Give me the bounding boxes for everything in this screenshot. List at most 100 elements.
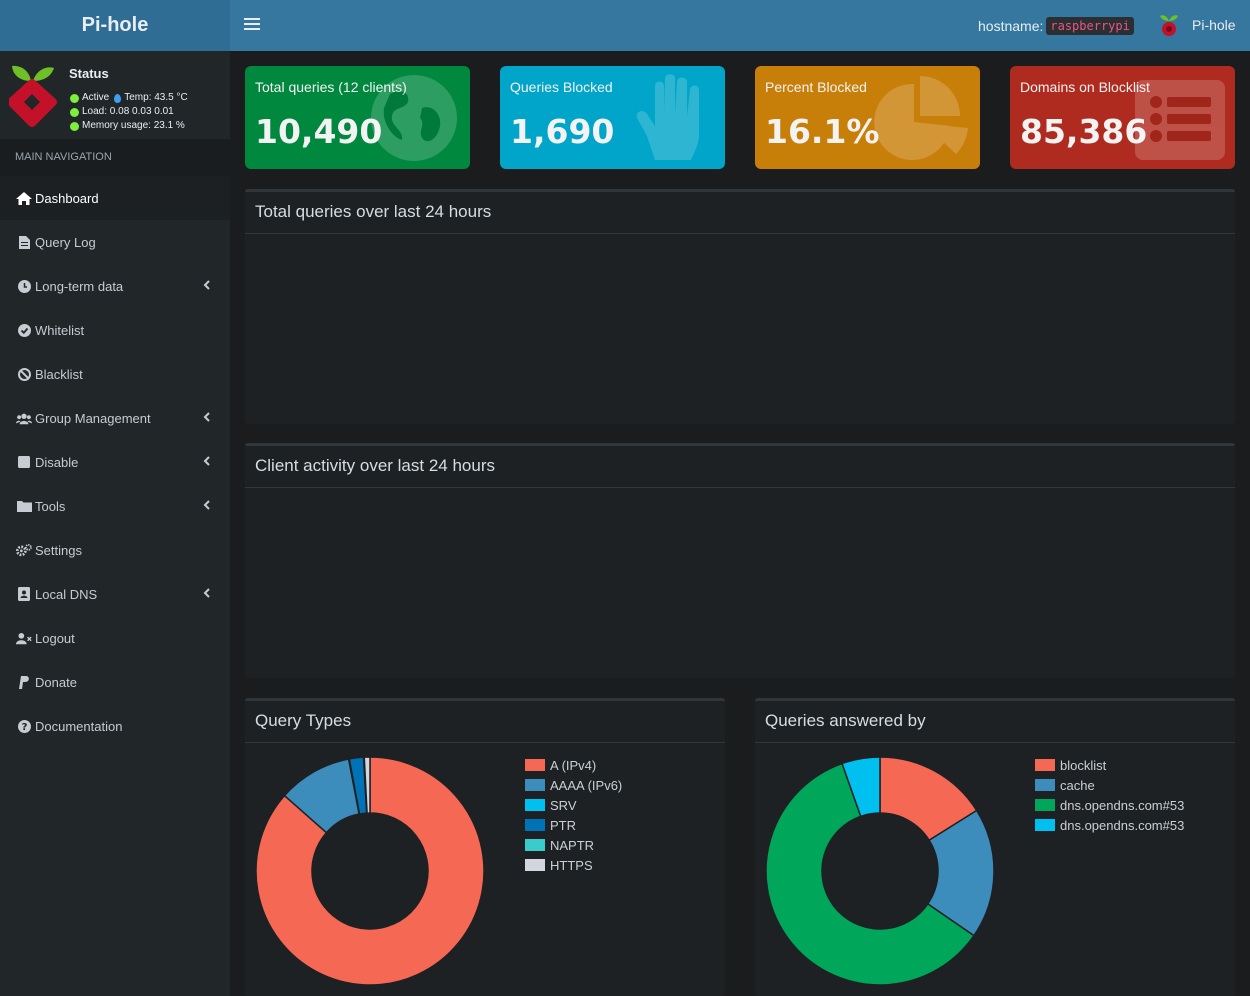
chevron-left-icon[interactable]: [203, 412, 210, 422]
chevron-left-icon[interactable]: [203, 456, 210, 466]
app-logo[interactable]: Pi-hole: [0, 0, 230, 51]
box-value: 1,690: [510, 112, 615, 151]
status-active: Active: [82, 92, 110, 103]
sidebar-item-label: Dashboard: [35, 190, 99, 206]
legend-label: dns.opendns.com#53: [1060, 817, 1185, 833]
total-queries-box[interactable]: Total queries (12 clients) 10,490: [245, 66, 470, 169]
legend-item[interactable]: SRV: [525, 795, 622, 815]
legend-label: PTR: [550, 817, 576, 833]
load-status-icon: [70, 107, 79, 117]
status-details: Active Temp: 43.5 °C Load: 0.08 0.03 0.01…: [70, 91, 188, 133]
panel-title: Total queries over last 24 hours: [245, 192, 1235, 234]
sidebar-item-label: Local DNS: [35, 586, 98, 602]
pie-slice-4[interactable]: [841, 756, 881, 818]
raspberry-icon: [1160, 15, 1178, 36]
sidebar-item-documentation[interactable]: ? Documentation: [0, 704, 230, 748]
legend-swatch: [525, 799, 545, 811]
chevron-left-icon[interactable]: [203, 280, 210, 290]
sidebar-item-donate[interactable]: Donate: [0, 660, 230, 704]
pie-slice-1[interactable]: [255, 756, 485, 986]
sidebar-item-query-log[interactable]: Query Log: [0, 220, 230, 264]
legend-item[interactable]: NAPTR: [525, 835, 622, 855]
sidebar-item-settings[interactable]: Settings: [0, 528, 230, 572]
legend-label: SRV: [550, 797, 577, 813]
temperature-icon: [114, 93, 122, 103]
sidebar-item-tools[interactable]: Tools: [0, 484, 230, 528]
percent-blocked-box[interactable]: Percent Blocked 16.1%: [755, 66, 980, 169]
legend-item[interactable]: dns.opendns.com#53: [1035, 795, 1184, 815]
legend-label: blocklist: [1060, 757, 1107, 773]
sidebar-item-local-dns[interactable]: Local DNS: [0, 572, 230, 616]
pie-chart-icon: [874, 76, 968, 160]
legend-item[interactable]: blocklist: [1035, 755, 1184, 775]
sidebar-toggle-icon[interactable]: [244, 15, 260, 35]
hostname-label: hostname:: [978, 18, 1044, 34]
sidebar-item-logout[interactable]: Logout: [0, 616, 230, 660]
query-types-chart: [255, 756, 485, 986]
legend-item[interactable]: HTTPS: [525, 855, 622, 875]
pie-slice-6[interactable]: [363, 756, 371, 814]
legend-item[interactable]: cache: [1035, 775, 1184, 795]
file-icon: [16, 235, 32, 249]
legend-item[interactable]: dns.opendns.com#53: [1035, 815, 1184, 835]
sidebar-item-blacklist[interactable]: Blacklist: [0, 352, 230, 396]
user-menu[interactable]: Pi-hole: [1158, 12, 1236, 38]
query-types-legend: A (IPv4) AAAA (IPv6) SRV PTR NAPTR HTTPS: [525, 755, 622, 875]
sidebar-item-label: Disable: [35, 454, 79, 470]
panel-title: Queries answered by: [755, 701, 1235, 743]
status-load: Load: 0.08 0.03 0.01: [82, 106, 174, 117]
box-label: Queries Blocked: [510, 79, 613, 95]
legend-swatch: [525, 859, 545, 871]
sidebar-item-whitelist[interactable]: Whitelist: [0, 308, 230, 352]
sidebar-item-label: Query Log: [35, 234, 96, 250]
chevron-left-icon[interactable]: [203, 588, 210, 598]
check-circle-icon: [16, 323, 32, 337]
legend-swatch: [525, 819, 545, 831]
navbar: hostname: raspberrypi Pi-hole: [230, 0, 1250, 51]
legend-item[interactable]: AAAA (IPv6): [525, 775, 622, 795]
sidebar: Status Active Temp: 43.5 °C Load: 0.08 0.…: [0, 51, 230, 996]
legend-label: A (IPv4): [550, 757, 597, 773]
pie-slice-3[interactable]: [765, 762, 975, 986]
total-queries-panel: Total queries over last 24 hours: [245, 189, 1235, 424]
legend-swatch: [1035, 799, 1055, 811]
ban-icon: [16, 367, 32, 381]
sidebar-item-label: Long-term data: [35, 278, 124, 294]
home-icon: [16, 191, 32, 205]
sidebar-item-group-management[interactable]: Group Management: [0, 396, 230, 440]
sidebar-item-label: Blacklist: [35, 366, 83, 382]
legend-label: NAPTR: [550, 837, 595, 853]
box-value: 16.1%: [765, 112, 880, 151]
sidebar-item-dashboard[interactable]: Dashboard: [0, 176, 230, 220]
gears-icon: [16, 543, 32, 557]
status-title: Status: [69, 66, 109, 81]
panel-title: Client activity over last 24 hours: [245, 446, 1235, 488]
box-value: 10,490: [255, 112, 383, 151]
domains-on-blocklist-box[interactable]: Domains on Blocklist 85,386: [1010, 66, 1235, 169]
question-circle-icon: ?: [16, 719, 32, 733]
paypal-icon: [16, 675, 32, 689]
sidebar-item-label: Logout: [35, 630, 75, 646]
queries-blocked-box[interactable]: Queries Blocked 1,690: [500, 66, 725, 169]
legend-label: cache: [1060, 777, 1095, 793]
sidebar-item-label: Tools: [35, 498, 66, 514]
legend-item[interactable]: A (IPv4): [525, 755, 622, 775]
status-temp: Temp: 43.5 °C: [124, 92, 188, 103]
active-status-icon: [70, 93, 79, 103]
legend-label: HTTPS: [550, 857, 593, 873]
legend-swatch: [525, 759, 545, 771]
legend-item[interactable]: PTR: [525, 815, 622, 835]
sidebar-item-long-term-data[interactable]: Long-term data: [0, 264, 230, 308]
sidebar-item-label: Donate: [35, 674, 77, 690]
user-name: Pi-hole: [1192, 17, 1236, 33]
users-icon: [16, 411, 32, 425]
chevron-left-icon[interactable]: [203, 500, 210, 510]
box-label: Percent Blocked: [765, 79, 867, 95]
legend-swatch: [525, 839, 545, 851]
sidebar-item-disable[interactable]: Disable: [0, 440, 230, 484]
legend-swatch: [525, 779, 545, 791]
status-memory: Memory usage: 23.1 %: [82, 120, 185, 131]
queries-answered-chart: [765, 756, 995, 986]
legend-label: AAAA (IPv6): [550, 777, 623, 793]
queries-answered-legend: blocklist cache dns.opendns.com#53 dns.open…: [1035, 755, 1184, 835]
